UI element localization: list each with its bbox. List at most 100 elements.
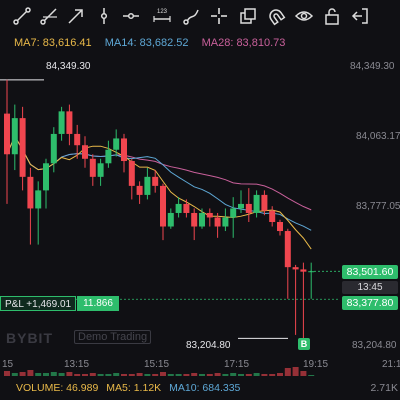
candle-countdown: 13:45 (342, 281, 398, 294)
candle-body (27, 176, 34, 209)
demo-trading-watermark: Demo Trading (74, 330, 152, 344)
candle-body (222, 217, 229, 227)
moving-average-legend: MA7: 83,616.41 MA14: 83,682.52 MA28: 83,… (14, 37, 295, 49)
eye-tool[interactable] (290, 2, 317, 30)
candle-body (136, 185, 143, 195)
volume-bar (121, 374, 127, 376)
svg-text:123: 123 (156, 9, 167, 15)
vertical-line-tool[interactable] (90, 2, 117, 30)
volume-bar (144, 374, 151, 376)
layers-icon (239, 8, 256, 24)
crosshair-icon (210, 8, 227, 24)
layers-tool[interactable] (234, 2, 261, 30)
volume-bar (175, 374, 182, 376)
volume-bar (58, 373, 65, 376)
volume-bar (105, 374, 112, 376)
candle-body (214, 217, 221, 227)
volume-bar (74, 374, 81, 376)
volume-legend: VOLUME: 46.989 MA5: 1.12K MA10: 684.335 … (0, 376, 400, 400)
candle-body (245, 203, 252, 213)
candle-body (269, 210, 276, 222)
candle-body (58, 111, 65, 134)
candle-body (128, 161, 135, 186)
measure-icon: 123 (152, 9, 171, 22)
measure-tool[interactable]: 123 (148, 2, 175, 30)
volume-bar (183, 374, 190, 376)
magnet-icon (268, 9, 285, 26)
position-quantity: 11.866 (77, 296, 119, 311)
vertical-line-icon (100, 8, 107, 24)
volume-bar (277, 373, 283, 376)
candle-body (121, 138, 127, 162)
ma7-line (6, 135, 312, 250)
volume-bar (238, 374, 244, 376)
volume-bar (97, 374, 104, 376)
candle-body (183, 203, 190, 213)
volume-bar (35, 373, 42, 376)
candle-body (175, 203, 182, 213)
magnet-tool[interactable] (262, 2, 289, 30)
volume-bar (253, 373, 260, 376)
volume-bar (113, 373, 120, 376)
candle-body (308, 271, 315, 273)
volume-bar (222, 374, 229, 376)
volume-bar (43, 373, 49, 376)
volume-bar (269, 374, 276, 376)
price-tick: 83,204.80 (352, 340, 397, 351)
time-tick: 15:15 (144, 359, 170, 370)
volume-bar (292, 367, 299, 376)
candle-body (113, 138, 120, 150)
position-pnl-tag[interactable]: P&L +1,469.01 11.866 (0, 296, 119, 311)
volume-bar (89, 373, 96, 376)
volume-axis-max: 2.71K (370, 382, 398, 394)
position-price-badge: 83,377.80 (342, 296, 398, 310)
candle-body (50, 133, 57, 164)
candle-body (43, 163, 49, 191)
exit-tool[interactable] (346, 2, 373, 30)
volume-bar (206, 374, 213, 376)
candle-body (230, 208, 237, 218)
trend-line-icon (12, 7, 31, 25)
volume-bar (245, 374, 252, 376)
candle-body (11, 118, 18, 155)
volume-bar (284, 368, 291, 376)
candle-body (89, 158, 96, 177)
volume-bar (4, 371, 10, 376)
crosshair-tool[interactable] (205, 2, 232, 30)
low-price-label: 83,204.80 (186, 340, 231, 351)
candle-body (199, 212, 205, 227)
volume-bar (11, 373, 18, 376)
buy-marker[interactable]: B (298, 338, 310, 350)
drawing-toolbar: 123 (0, 0, 400, 32)
time-tick: 15 (2, 359, 14, 370)
candle-body (300, 269, 307, 272)
candle-body (97, 163, 104, 177)
volume-bar (230, 373, 237, 376)
trend-line-tool[interactable] (8, 2, 35, 30)
candle-body (4, 113, 10, 155)
ray-tool[interactable] (35, 2, 62, 30)
volume-bar (27, 370, 34, 376)
volume-bar (191, 373, 198, 376)
horizontal-line-tool[interactable] (117, 2, 144, 30)
ma28-value: MA28: 83,810.73 (201, 37, 286, 49)
exit-icon (351, 8, 368, 24)
eye-icon (294, 11, 313, 21)
candle-body (82, 145, 88, 159)
candle-body (191, 212, 198, 227)
brush-tool[interactable] (178, 2, 205, 30)
candlestick-chart[interactable] (0, 52, 400, 376)
bybit-watermark: BYBIT (6, 330, 53, 346)
horizontal-line-icon (122, 12, 139, 20)
candle-body (66, 111, 73, 134)
ma7-value: MA7: 83,616.41 (14, 37, 92, 49)
lock-tool[interactable] (318, 2, 345, 30)
volume-bar (19, 372, 26, 376)
time-tick: 21:1 (382, 359, 400, 370)
arrow-tool[interactable] (62, 2, 89, 30)
candle-body (160, 185, 166, 227)
volume-bar (300, 371, 307, 376)
candle-body (261, 194, 268, 211)
candle-body (144, 176, 151, 195)
candle-body (35, 190, 42, 209)
